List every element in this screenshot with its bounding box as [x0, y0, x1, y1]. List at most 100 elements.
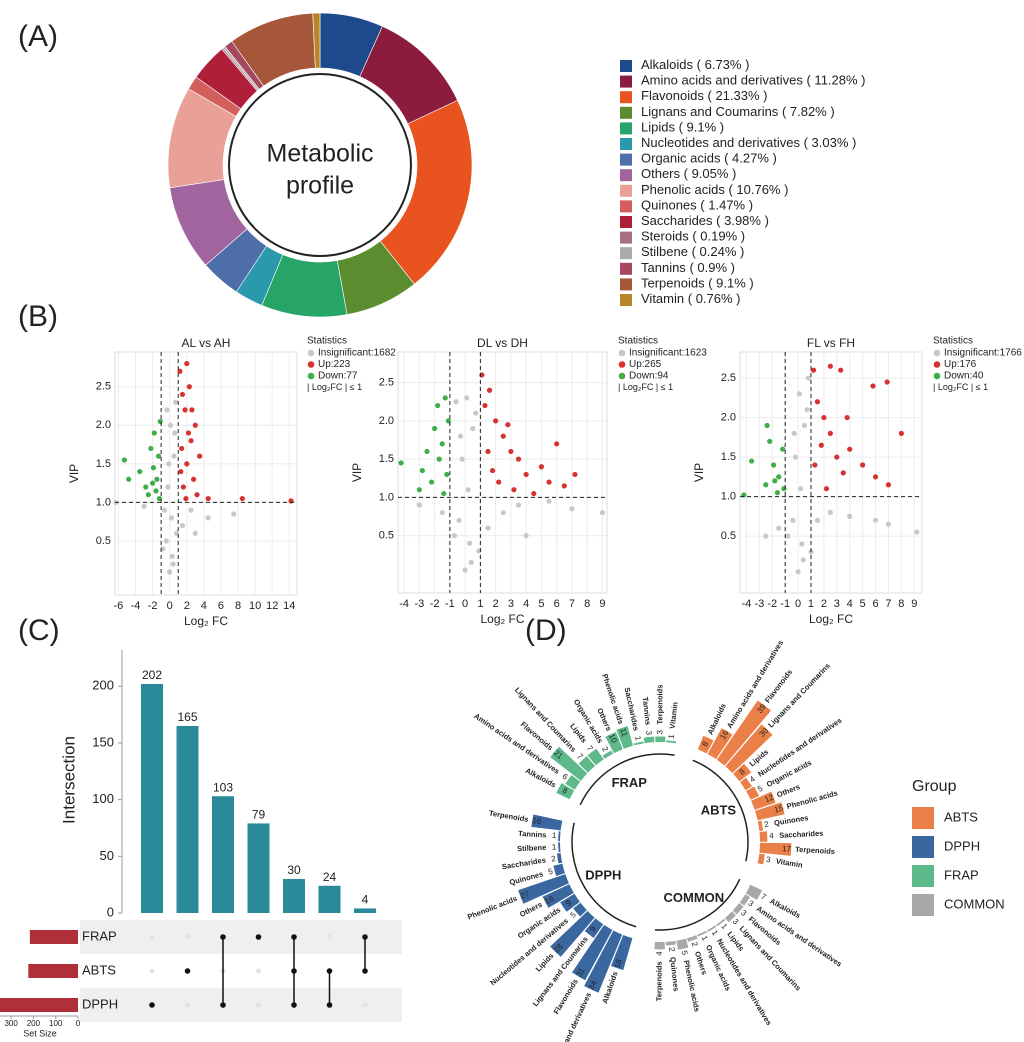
- x-axis-label: Log₂ FC: [809, 612, 853, 626]
- legend-label: Lignans and Coumarins ( 7.82% ): [641, 104, 835, 119]
- y-tick-label: 1.0: [721, 491, 736, 503]
- x-tick-label: 6: [554, 598, 560, 610]
- legend-label: Lipids ( 9.1% ): [641, 120, 724, 135]
- legend-label: Steroids ( 0.19% ): [641, 229, 745, 244]
- point: [166, 461, 172, 467]
- y-tick-label: 50: [100, 848, 114, 863]
- y-tick-label: 0.5: [96, 535, 111, 547]
- value-label: 3: [747, 899, 756, 909]
- point: [796, 391, 802, 397]
- legend-label: ABTS: [944, 809, 978, 824]
- point: [462, 567, 468, 573]
- point: [453, 399, 459, 405]
- value-label: 3: [655, 729, 664, 734]
- point: [508, 448, 514, 455]
- point: [192, 530, 198, 536]
- legend-title: Statistics: [618, 336, 658, 347]
- point: [779, 446, 786, 452]
- point: [121, 457, 127, 463]
- point: [205, 495, 211, 502]
- set-size-bar: [29, 930, 78, 944]
- point: [155, 453, 162, 459]
- point: [776, 474, 782, 480]
- value-label: 1: [633, 735, 643, 742]
- matrix-dot-empty: [256, 968, 261, 974]
- category-label: Tannins: [641, 697, 653, 726]
- legend-label: Down:77: [318, 371, 358, 382]
- legend-label: COMMON: [944, 896, 1005, 911]
- radial-bar: [697, 735, 714, 754]
- legend-note: | Log₂FC | ≤ 1: [618, 382, 673, 392]
- radial-bar: [550, 910, 595, 957]
- point: [189, 407, 195, 413]
- point: [141, 503, 147, 509]
- value-label: 165: [177, 710, 197, 724]
- point: [169, 553, 175, 560]
- point: [800, 557, 806, 563]
- legend-name: Flavonoids: [641, 89, 704, 104]
- point: [179, 391, 186, 398]
- point: [767, 438, 773, 444]
- radial-bar: [553, 863, 565, 877]
- point: [523, 533, 529, 539]
- point: [872, 517, 879, 523]
- x-tick-label: -3: [414, 598, 424, 610]
- point: [814, 399, 821, 405]
- bar: [212, 796, 234, 913]
- y-tick-label: 1.0: [96, 496, 111, 508]
- point: [459, 456, 465, 462]
- x-tick-label: 10: [249, 600, 261, 612]
- point: [885, 521, 892, 527]
- y-tick-label: 0.5: [721, 530, 736, 542]
- bar: [247, 823, 270, 913]
- legend-swatch: [620, 153, 632, 166]
- legend-name: Terpenoids: [641, 276, 705, 291]
- legend-swatch: [620, 60, 632, 72]
- point: [792, 454, 799, 460]
- set-tick-label: 0: [76, 1019, 81, 1028]
- bar: [141, 684, 163, 913]
- radial-bar: [602, 750, 613, 759]
- point: [538, 464, 545, 470]
- point: [898, 430, 904, 436]
- legend-label: Quinones ( 1.47% ): [641, 198, 753, 213]
- radial-bar: [745, 884, 763, 900]
- x-tick-label: 9: [911, 598, 917, 610]
- radial-bar: [573, 902, 587, 917]
- x-tick-label: -3: [754, 598, 764, 610]
- radial-bar: [676, 938, 689, 950]
- x-tick-label: -2: [148, 600, 158, 612]
- x-tick-label: 4: [847, 598, 853, 610]
- matrix-dot: [362, 934, 368, 940]
- point: [435, 402, 441, 409]
- point: [451, 533, 458, 539]
- y-axis-label: VIP: [350, 463, 364, 482]
- radial-bar: [724, 911, 737, 923]
- radial-bar: [587, 748, 604, 766]
- value-label: 18: [612, 958, 624, 970]
- set-label: ABTS: [82, 962, 116, 977]
- x-tick-label: 6: [218, 600, 224, 612]
- x-tick-label: 4: [201, 600, 207, 612]
- point: [192, 422, 198, 428]
- point: [442, 395, 448, 401]
- point: [500, 433, 506, 439]
- point: [798, 486, 804, 492]
- value-label: 16: [532, 816, 543, 826]
- legend-label: Stilbene ( 0.24% ): [641, 245, 744, 260]
- point: [170, 561, 176, 567]
- legend-label: Down:40: [944, 371, 984, 382]
- value-label: 17: [782, 844, 792, 854]
- point: [515, 502, 522, 508]
- value-label: 27: [519, 889, 531, 901]
- y-tick-label: 2.0: [96, 419, 111, 431]
- point: [168, 515, 174, 521]
- point: [185, 430, 192, 436]
- legend-name: Stilbene: [641, 245, 688, 260]
- x-tick-label: 7: [569, 598, 575, 610]
- y-tick-label: 1.5: [96, 458, 111, 470]
- x-tick-label: 2: [493, 598, 499, 610]
- matrix-dot: [220, 934, 226, 940]
- y-tick-label: 1.5: [379, 453, 394, 465]
